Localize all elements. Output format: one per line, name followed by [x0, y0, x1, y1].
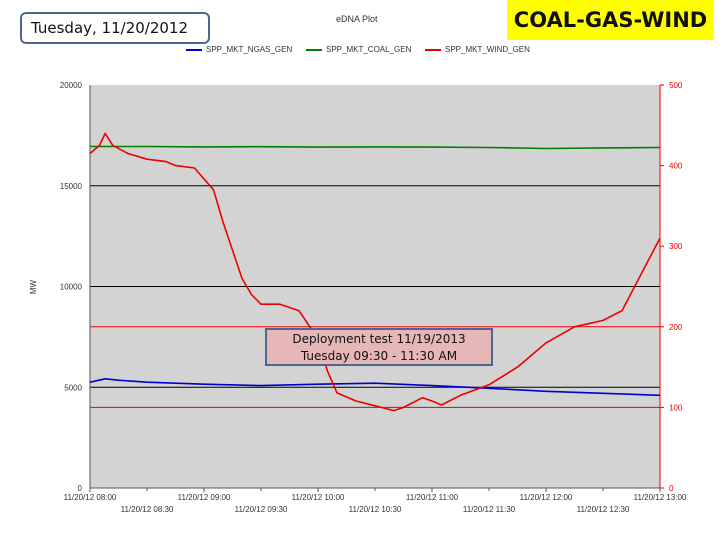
- y-left-tick-label: 10000: [60, 283, 83, 292]
- legend-item-coal: SPP_MKT_COAL_GEN: [306, 45, 411, 54]
- plot-title: eDNA Plot: [336, 14, 378, 24]
- annotation-box: Deployment test 11/19/2013 Tuesday 09:30…: [265, 328, 493, 366]
- y-left-tick-label: 5000: [64, 383, 82, 392]
- legend-item-gas: SPP_MKT_NGAS_GEN: [186, 45, 292, 54]
- legend-swatch-coal: [306, 48, 322, 51]
- legend-item-wind: SPP_MKT_WIND_GEN: [425, 45, 530, 54]
- x-minor-tick-label: 11/20/12 10:30: [349, 505, 402, 514]
- legend-label-wind: SPP_MKT_WIND_GEN: [445, 45, 530, 54]
- y-right-tick-label: 100: [669, 403, 683, 412]
- series-line-spp-mkt-coal-gen: [90, 145, 661, 150]
- legend-label-coal: SPP_MKT_COAL_GEN: [326, 45, 412, 54]
- x-tick-label: 11/20/12 08:00: [64, 493, 117, 502]
- x-minor-tick-label: 11/20/12 09:30: [235, 505, 288, 514]
- date-label: Tuesday, 11/20/2012: [20, 12, 210, 44]
- legend-swatch-gas: [186, 48, 202, 51]
- x-tick-label: 11/20/12 10:00: [292, 493, 345, 502]
- y-right-tick-label: 400: [669, 162, 683, 171]
- x-minor-tick-label: 11/20/12 11:30: [463, 505, 516, 514]
- legend-swatch-wind: [425, 48, 441, 51]
- y-left-tick-label: 0: [78, 484, 83, 493]
- series-line-spp-mkt-wind-gen: [89, 132, 661, 412]
- y-right-tick-label: 0: [669, 484, 674, 493]
- series-line-spp-mkt-ngas-gen: [89, 377, 661, 397]
- title-badge: COAL-GAS-WIND: [507, 0, 714, 40]
- y-right-tick-label: 300: [669, 242, 683, 251]
- x-tick-label: 11/20/12 13:00: [634, 493, 687, 502]
- y-right-tick-label: 200: [669, 323, 683, 332]
- annotation-line-2: Tuesday 09:30 - 11:30 AM: [300, 349, 458, 363]
- x-tick-label: 11/20/12 11:00: [406, 493, 459, 502]
- legend-label-gas: SPP_MKT_NGAS_GEN: [206, 45, 293, 54]
- x-tick-label: 11/20/12 12:00: [520, 493, 573, 502]
- x-minor-tick-label: 11/20/12 12:30: [577, 505, 630, 514]
- y-right-tick-label: 500: [669, 81, 683, 90]
- annotation-line-1: Deployment test 11/19/2013: [292, 332, 466, 346]
- y-axis-label: MW: [29, 279, 38, 294]
- y-left-tick-label: 15000: [60, 182, 83, 191]
- x-minor-tick-label: 11/20/12 08:30: [121, 505, 174, 514]
- x-tick-label: 11/20/12 09:00: [178, 493, 231, 502]
- y-left-tick-label: 20000: [60, 81, 83, 90]
